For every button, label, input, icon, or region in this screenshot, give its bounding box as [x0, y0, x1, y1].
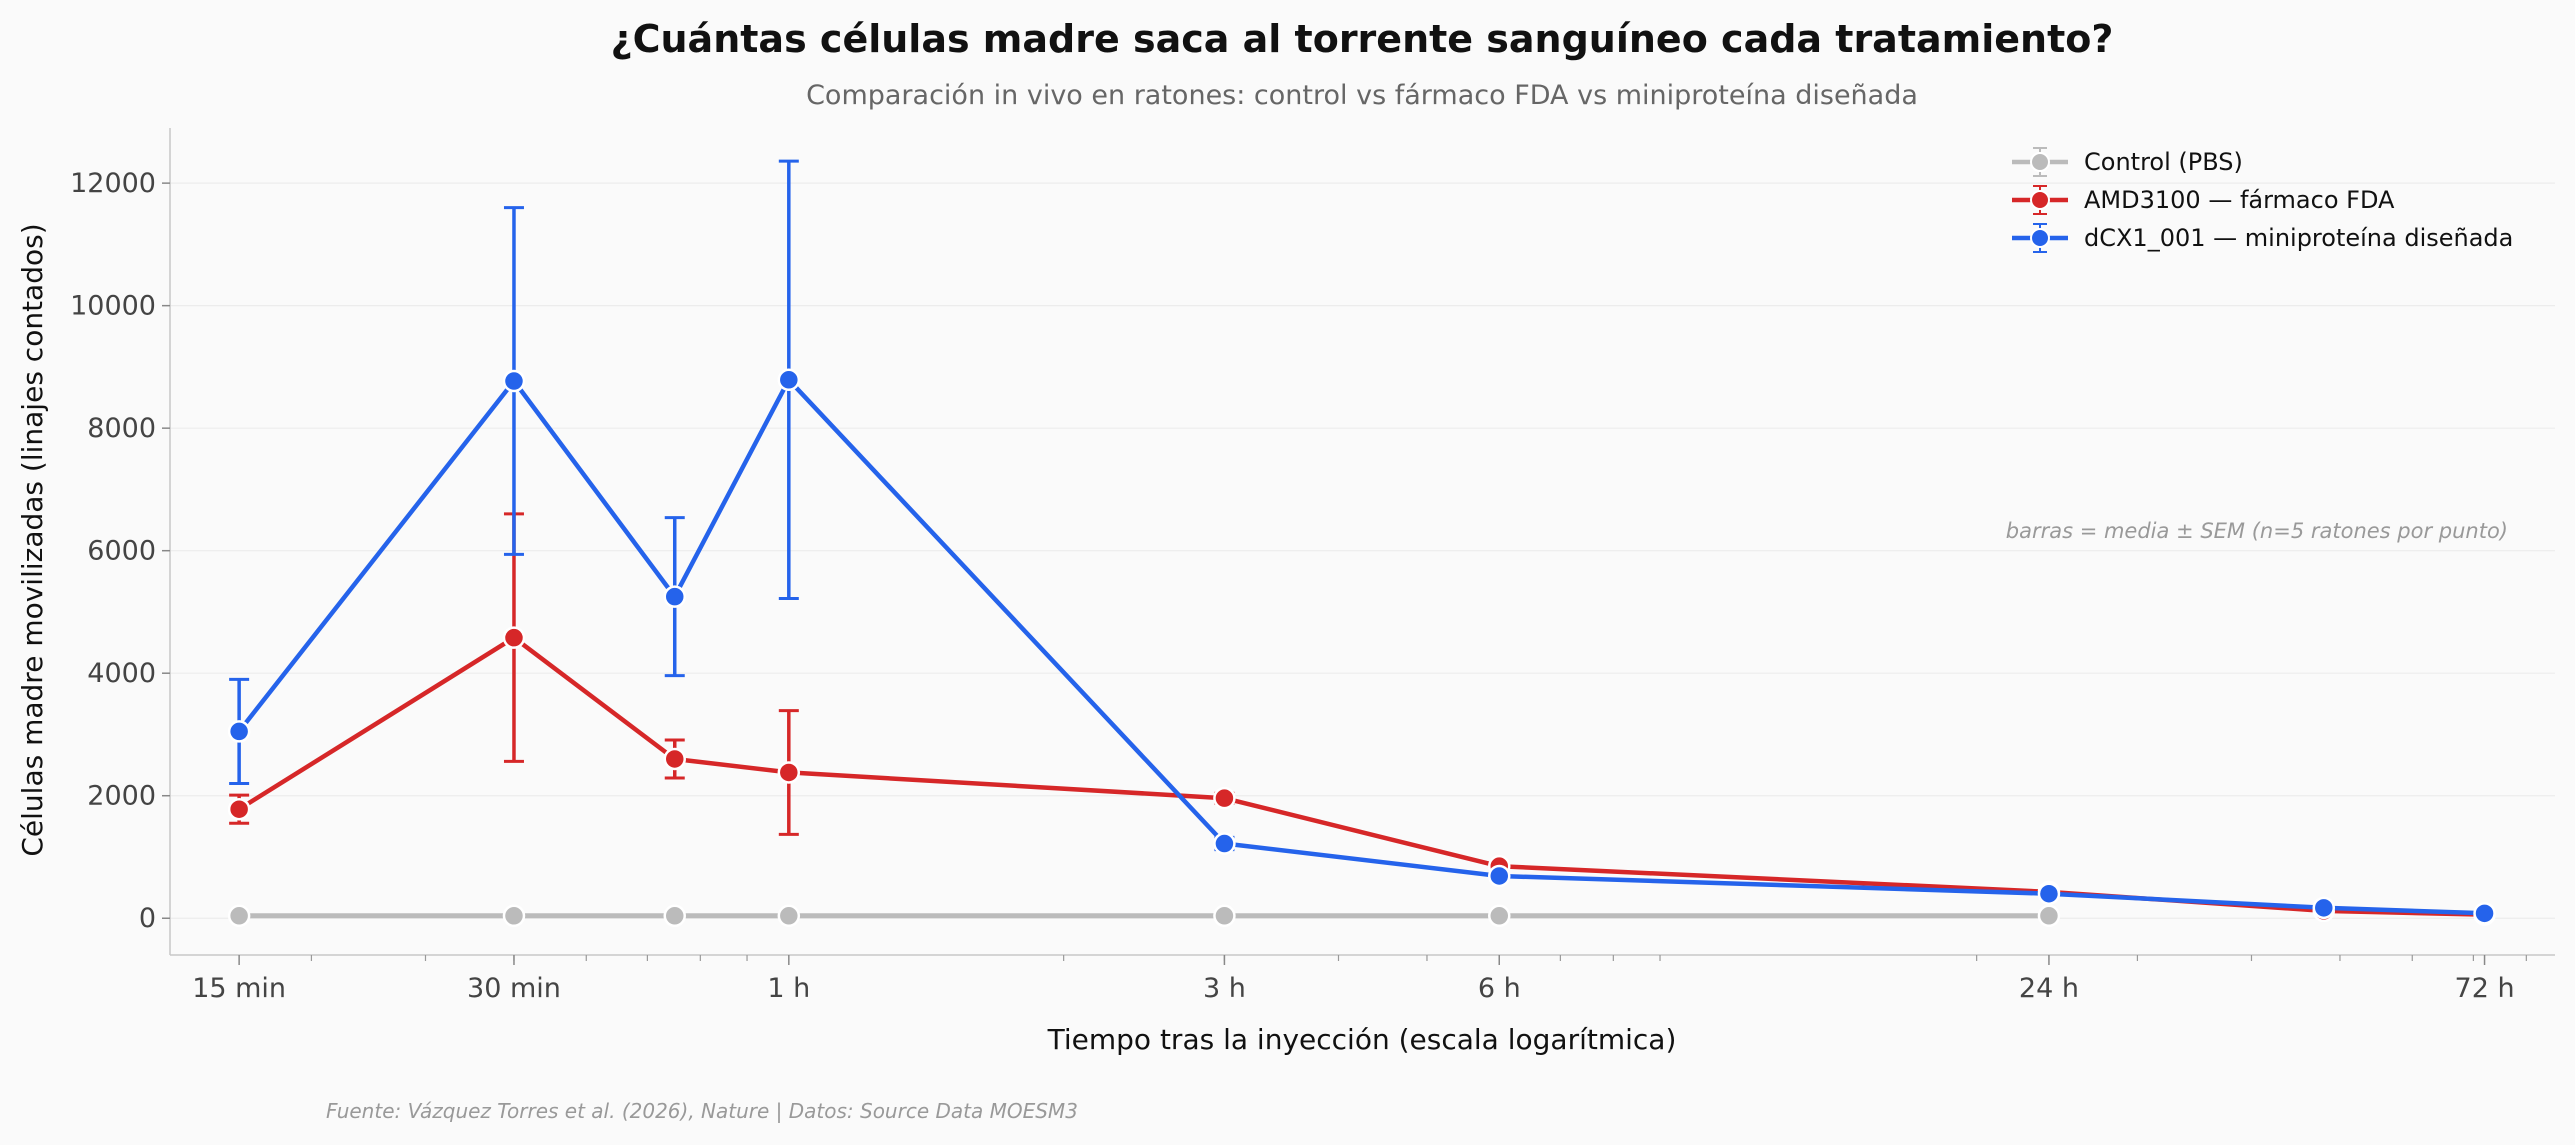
data-point [1213, 832, 1236, 855]
x-tick-label: 1 h [767, 973, 810, 1004]
plot-area [227, 159, 2496, 928]
y-tick-label: 2000 [87, 781, 156, 812]
y-tick-label: 8000 [87, 413, 156, 444]
chart-subtitle: Comparación in vivo en ratones: control … [806, 80, 1918, 111]
x-ticks: 15 min 30 min 1 h 3 h 6 h 24 h 72 h [192, 955, 2527, 1004]
legend-item: dCX1_001 — miniproteína diseñada [2012, 223, 2513, 253]
data-point [1488, 864, 1511, 888]
data-point [2037, 882, 2061, 905]
x-tick-label: 15 min [192, 973, 286, 1004]
x-tick-label: 24 h [2019, 973, 2079, 1004]
legend-label: AMD3100 — fármaco FDA [2084, 186, 2395, 214]
legend-marker [2030, 190, 2050, 210]
legend: Control (PBS) AMD3100 — fármaco FDA dCX1_0… [2012, 147, 2513, 253]
data-point [2473, 902, 2496, 925]
data-point [663, 585, 686, 608]
legend-marker [2030, 228, 2050, 248]
y-tick-label: 12000 [70, 168, 156, 199]
legend-marker [2030, 152, 2050, 172]
legend-label: Control (PBS) [2084, 148, 2243, 176]
x-tick-label: 72 h [2455, 973, 2515, 1004]
data-point [1213, 786, 1236, 810]
data-point [502, 626, 526, 649]
y-tick-label: 4000 [87, 658, 156, 689]
data-point [502, 369, 526, 393]
series-1 [227, 904, 2061, 928]
series-2 [227, 512, 2496, 926]
axes [169, 128, 2555, 956]
data-point [1488, 904, 1511, 928]
y-tick-label: 10000 [70, 291, 156, 322]
data-point [227, 797, 251, 821]
x-tick-label: 6 h [1478, 973, 1521, 1004]
y-tick-label: 0 [139, 903, 156, 934]
series-line [237, 635, 2485, 917]
legend-label: dCX1_001 — miniproteína diseñada [2084, 224, 2513, 252]
data-point [2312, 896, 2336, 920]
y-tick-label: 6000 [87, 536, 156, 567]
data-point [227, 904, 251, 928]
data-point [502, 904, 526, 928]
data-point [227, 720, 251, 743]
y-ticks: 0 2000 4000 6000 8000 10000 12000 [70, 168, 170, 934]
data-point [1213, 904, 1236, 928]
series-3 [227, 159, 2496, 925]
x-axis-label: Tiempo tras la inyección (escala logarít… [1047, 1023, 1677, 1056]
x-tick-label: 3 h [1203, 973, 1246, 1004]
x-tick-label: 30 min [467, 973, 561, 1004]
data-point [663, 747, 686, 771]
legend-item: AMD3100 — fármaco FDA [2012, 185, 2395, 215]
data-point [777, 368, 801, 392]
error-bar-note: barras = media ± SEM (n=5 ratones por pu… [2006, 519, 2508, 543]
data-point [777, 904, 801, 928]
y-axis-label: Células madre movilizadas (linajes conta… [16, 223, 49, 856]
data-point [777, 761, 801, 784]
chart-title: ¿Cuántas células madre saca al torrente … [611, 17, 2114, 61]
data-point [663, 904, 686, 928]
data-point [2037, 904, 2061, 928]
legend-item: Control (PBS) [2012, 147, 2243, 177]
grid [170, 182, 2555, 919]
source-note: Fuente: Vázquez Torres et al. (2026), Na… [326, 1099, 1078, 1123]
